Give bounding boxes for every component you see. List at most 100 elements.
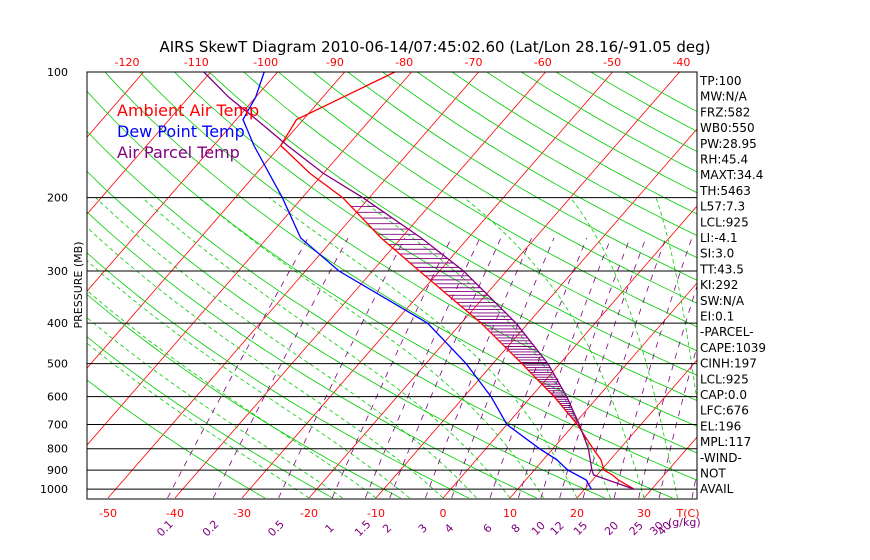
x-axis-label: T(C) (676, 507, 700, 520)
dry-adiabat-line (87, 130, 673, 499)
bottom-temp-tick-label: 0 (440, 507, 447, 520)
dry-adiabat-line (208, 72, 697, 376)
isotherm-line (87, 72, 412, 446)
bottom-temp-tick-label: -20 (300, 507, 318, 520)
index-value: MAXT:34.4 (700, 168, 763, 182)
top-temp-tick-label: -40 (672, 56, 690, 69)
mixing-ratio-line (658, 345, 697, 499)
bottom-temp-tick-label: 20 (570, 507, 584, 520)
index-value: RH:45.4 (700, 153, 748, 167)
pressure-tick-label: 1000 (40, 483, 68, 496)
legend: Ambient Air Temp Dew Point Temp Air Parcel… (117, 101, 259, 162)
index-value: PW:28.95 (700, 137, 757, 151)
moist-adiabat-line (570, 197, 678, 499)
index-value: EI:0.1 (700, 310, 734, 324)
isotherm-line (107, 72, 479, 499)
index-value: TT:43.5 (699, 262, 744, 276)
dry-adiabat-line (278, 72, 697, 328)
index-value: MW:N/A (700, 90, 748, 104)
index-value: WB0:550 (700, 121, 755, 135)
bottom-temp-tick-label: -50 (99, 507, 117, 520)
chart-title: AIRS SkewT Diagram 2010-06-14/07:45:02.6… (159, 38, 710, 56)
legend-entry: Air Parcel Temp (117, 143, 240, 162)
top-temp-tick-label: -120 (115, 56, 140, 69)
top-temp-tick-label: -60 (534, 56, 552, 69)
pressure-tick-label: 200 (47, 192, 68, 205)
mixing-ratio-line (389, 237, 502, 499)
mixing-ratio-line (167, 237, 309, 499)
top-temp-tick-label: -110 (184, 56, 209, 69)
index-value: MPL:117 (700, 435, 751, 449)
mixing-ratio-line (331, 237, 452, 499)
pressure-tick-label: 600 (47, 391, 68, 404)
index-value: -WIND- (700, 451, 742, 465)
mixing-ratio-line (278, 237, 406, 499)
mixing-ratio-line (451, 237, 555, 499)
dry-adiabat-line (87, 211, 537, 499)
index-value: -PARCEL- (700, 325, 754, 339)
mixing-ratio-line (517, 237, 612, 499)
dry-adiabat-line (139, 72, 697, 427)
background-grid (87, 72, 697, 499)
dry-adiabat-line (87, 252, 469, 499)
dry-adiabat-line (347, 72, 697, 281)
dry-adiabat-line (87, 293, 401, 499)
pressure-tick-label: 700 (47, 419, 68, 432)
mixing-ratio-line (582, 237, 667, 499)
index-value: CAP:0.0 (700, 388, 747, 402)
index-value: L57:7.3 (700, 200, 745, 214)
index-value: TH:5463 (699, 184, 751, 198)
index-value: AVAIL (700, 482, 734, 496)
mixing-ratio-line (425, 237, 532, 499)
moist-adiabat-line (198, 197, 544, 499)
dry-adiabat-line (174, 72, 697, 402)
moist-adiabat-line (655, 197, 697, 404)
bottom-temp-tick-label: 10 (503, 507, 517, 520)
dry-adiabat-line (382, 72, 697, 259)
pressure-tick-label: 400 (47, 317, 68, 330)
pressure-tick-label: 300 (47, 265, 68, 278)
index-value: KI:292 (700, 278, 738, 292)
mixing-ratio-line (489, 237, 588, 499)
mixing-ratio-line (638, 284, 697, 499)
dry-adiabat-line (87, 170, 605, 499)
dry-adiabat-line (312, 72, 697, 304)
bottom-temp-tick-label: -30 (233, 507, 251, 520)
index-value: LCL:925 (700, 215, 749, 229)
pressure-tick-label: 100 (47, 66, 68, 79)
bottom-temp-tick-label: 30 (637, 507, 651, 520)
dry-adiabat-line (87, 336, 333, 499)
mixing-ratio-line (540, 237, 631, 499)
ambient-temp-line (279, 72, 635, 490)
isotherm-line (241, 72, 613, 499)
moist-adiabat-line (87, 289, 377, 499)
pressure-tick-label: 900 (47, 464, 68, 477)
index-value: LCL:925 (700, 372, 749, 386)
moist-adiabat-line (87, 226, 444, 499)
index-value: FRZ:582 (700, 105, 750, 119)
isotherm-line (509, 282, 697, 499)
index-value: LFC:676 (700, 404, 749, 418)
mixing-ratio-line (559, 237, 647, 499)
index-value: CAPE:1039 (700, 341, 766, 355)
plot-frame (86, 71, 698, 500)
isotherm-line (87, 72, 211, 215)
moist-adiabat-line (87, 342, 310, 499)
profile-lines (203, 72, 635, 490)
mixing-ratio-line (212, 237, 349, 499)
index-value: EL:196 (700, 419, 741, 433)
moist-adiabat-line (95, 197, 477, 499)
pressure-tick-label: 800 (47, 443, 68, 456)
mixing-ratio-line (613, 237, 693, 499)
top-temp-tick-label: -50 (603, 56, 621, 69)
moist-adiabat-line (357, 197, 611, 499)
pressure-tick-label: 500 (47, 358, 68, 371)
mixing-ratio-unit-label: (g/kg) (668, 516, 701, 529)
dry-adiabat-line (87, 90, 697, 481)
top-temp-tick-label: -90 (326, 56, 344, 69)
isotherm-line (576, 359, 697, 499)
cape-shading (350, 205, 580, 425)
dry-adiabat-line (87, 379, 266, 499)
dry-adiabat-line (243, 72, 697, 352)
moist-adiabat-line (463, 197, 645, 499)
